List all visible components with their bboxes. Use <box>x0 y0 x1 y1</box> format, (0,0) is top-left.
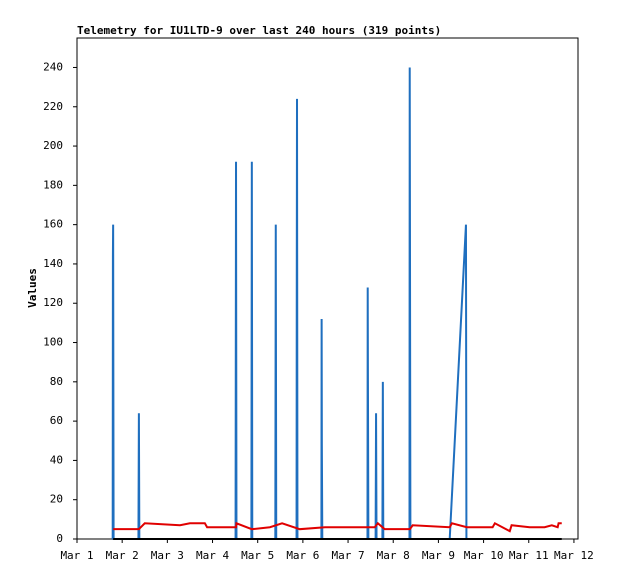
y-tick-label: 40 <box>50 453 63 466</box>
x-tick-label: Mar 1 <box>60 549 93 562</box>
x-tick-label: Mar 10 <box>464 549 504 562</box>
x-tick-label: Mar 12 <box>554 549 594 562</box>
y-tick-label: 100 <box>43 336 63 349</box>
series-line <box>113 521 562 533</box>
y-tick-label: 120 <box>43 296 63 309</box>
plot-frame <box>76 37 579 540</box>
x-tick-label: Mar 6 <box>286 549 319 562</box>
x-tick-label: Mar 7 <box>331 549 364 562</box>
x-tick-label: Mar 8 <box>377 549 410 562</box>
y-tick-label: 160 <box>43 218 63 231</box>
x-tick-label: Mar 5 <box>241 549 274 562</box>
y-tick-label: 60 <box>50 414 63 427</box>
series-line <box>111 67 468 540</box>
x-tick-label: Mar 3 <box>151 549 184 562</box>
y-tick-label: 200 <box>43 139 63 152</box>
y-tick-label: 140 <box>43 257 63 270</box>
x-tick-label: Mar 9 <box>422 549 455 562</box>
y-tick-label: 80 <box>50 375 63 388</box>
y-tick-label: 220 <box>43 100 63 113</box>
y-tick-label: 240 <box>43 60 63 73</box>
y-tick-label: 20 <box>50 493 63 506</box>
x-tick-label: Mar 2 <box>106 549 139 562</box>
y-axis-label: Values <box>26 268 39 308</box>
chart-title: Telemetry for IU1LTD-9 over last 240 hou… <box>77 24 441 37</box>
y-tick-label: 180 <box>43 178 63 191</box>
x-tick-label: Mar 11 <box>509 549 549 562</box>
x-tick-label: Mar 4 <box>196 549 229 562</box>
y-tick-label: 0 <box>56 532 63 545</box>
